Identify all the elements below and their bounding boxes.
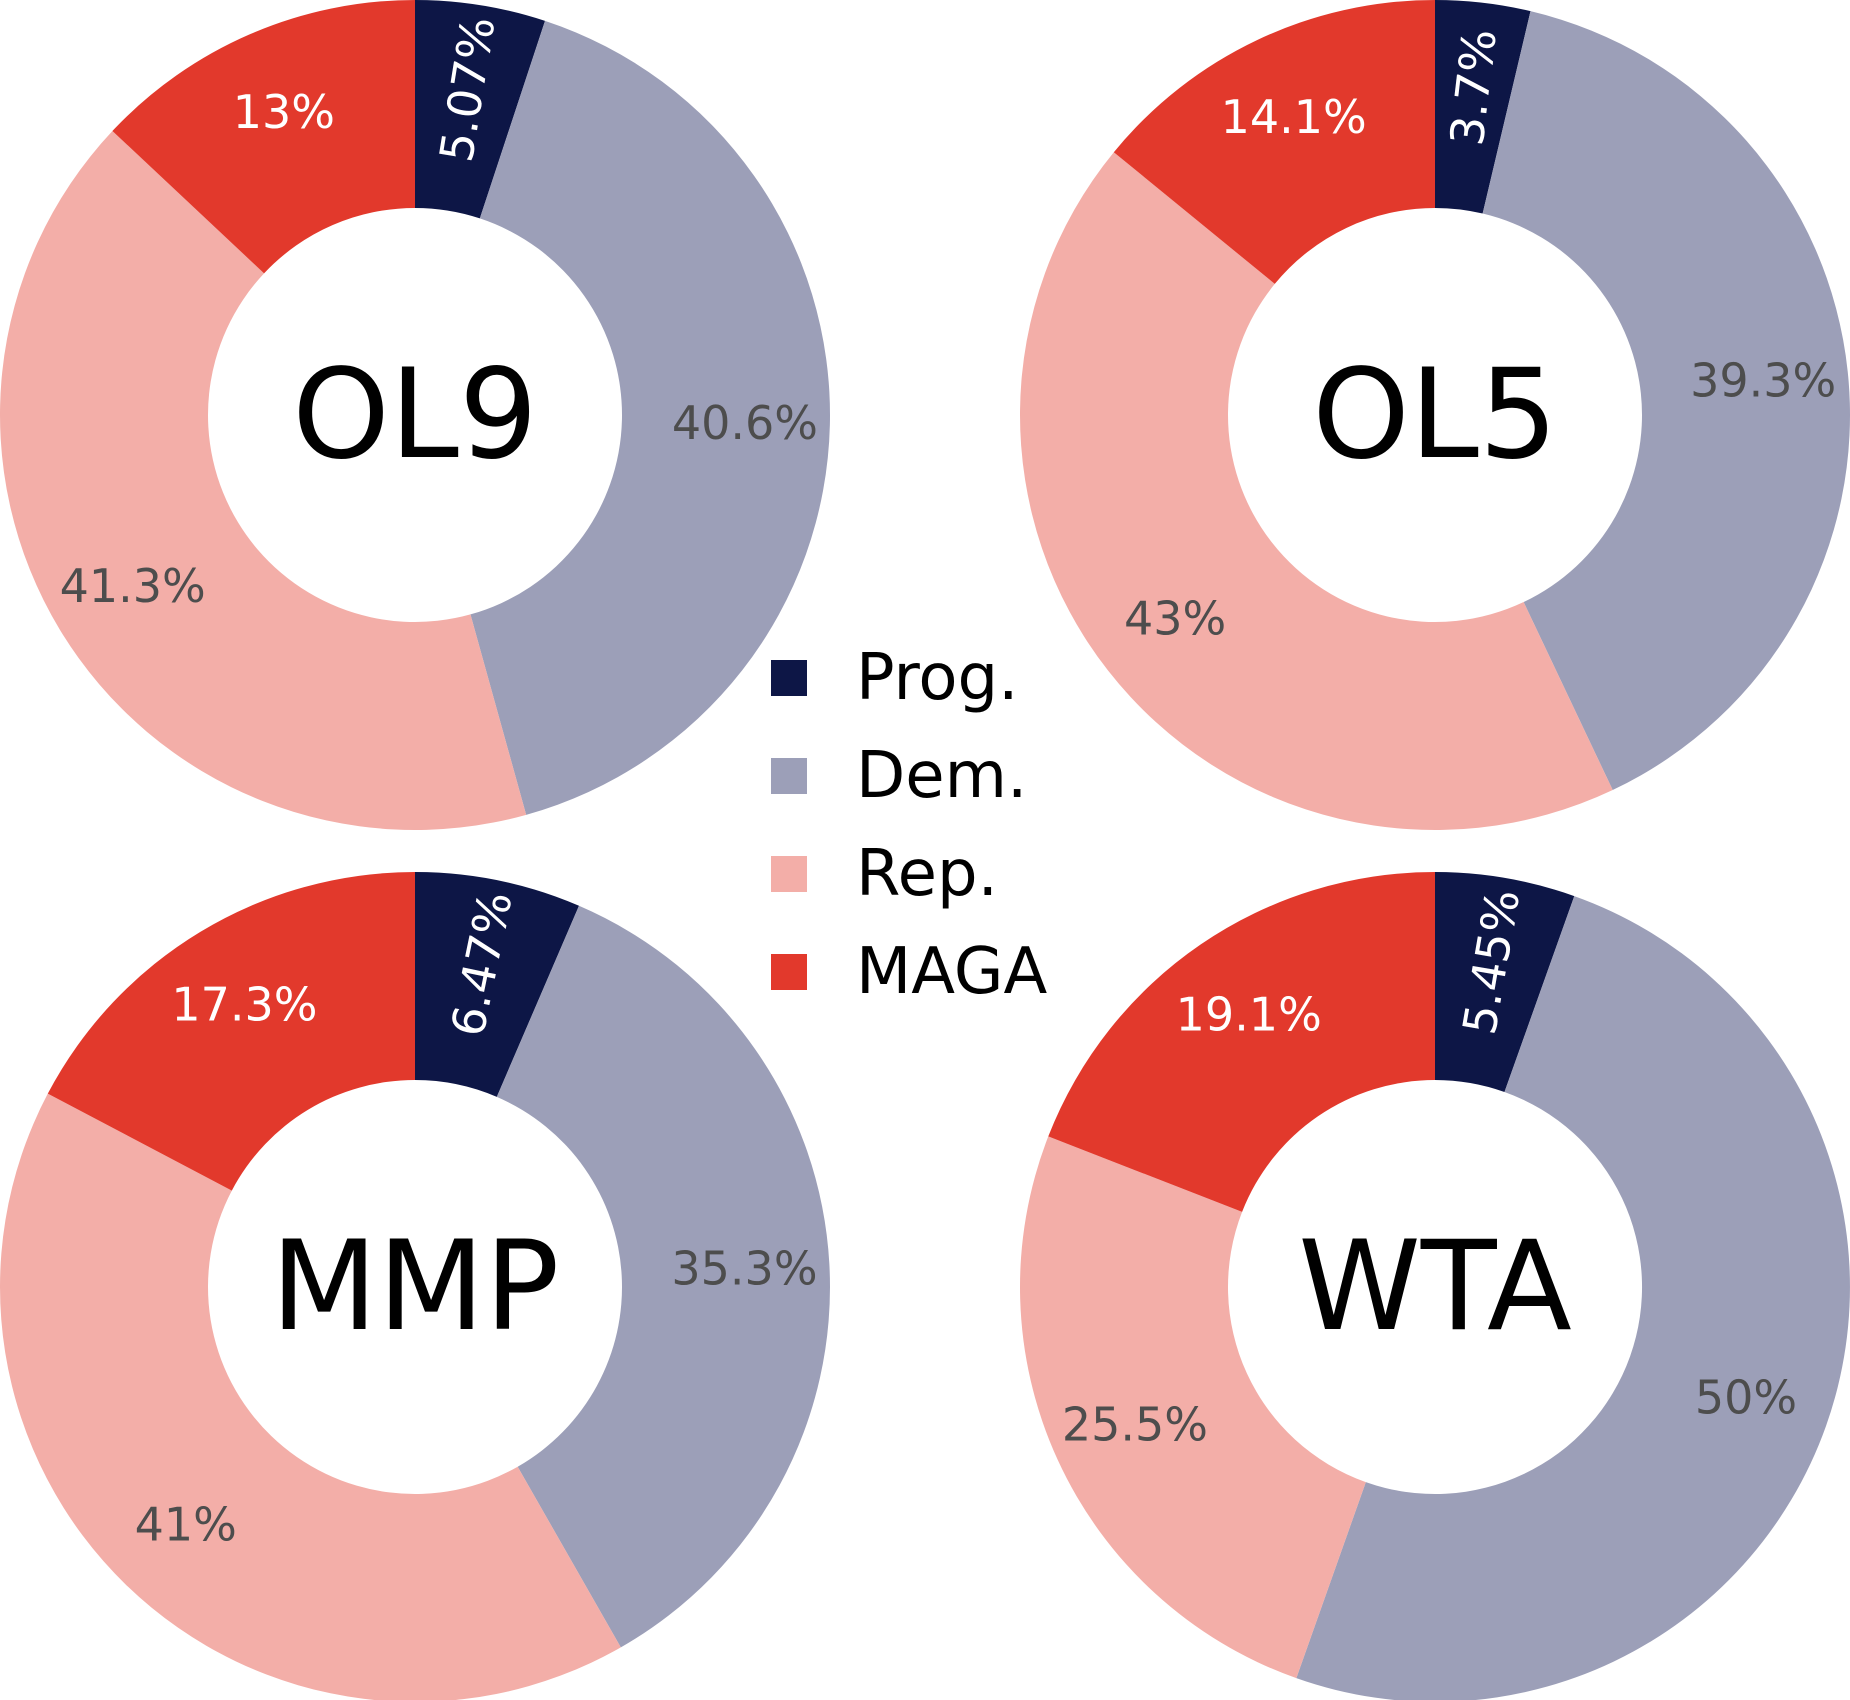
slice-ol5-rep [1019, 152, 1613, 831]
slice-ol9-rep [0, 130, 527, 830]
slice-label-mmp-rep: 41% [135, 1497, 237, 1551]
slice-label-ol5-rep: 43% [1124, 591, 1226, 645]
slice-mmp-maga [47, 872, 416, 1191]
slice-label-ol5-maga: 14.1% [1221, 90, 1367, 144]
slice-label-mmp-maga: 17.3% [171, 977, 317, 1031]
slice-label-wta-dem: 50% [1695, 1371, 1797, 1425]
slice-mmp-dem [496, 905, 830, 1648]
slice-ol5-prog [1435, 0, 1531, 214]
legend: Prog. Dem. Rep. MAGA [771, 641, 1047, 1009]
slice-wta-maga [1048, 872, 1435, 1212]
slice-label-ol9-maga: 13% [233, 85, 335, 139]
legend-swatch-dem [771, 758, 807, 794]
slice-label-ol5-prog: 3.7% [1440, 26, 1507, 148]
slice-label-ol5-dem: 39.3% [1690, 353, 1836, 407]
slice-label-ol9-rep: 41.3% [60, 559, 206, 613]
slice-label-ol9-dem: 40.6% [672, 396, 818, 450]
slice-wta-rep [1020, 1136, 1366, 1679]
legend-swatch-prog [771, 660, 807, 696]
slice-wta-dem [1296, 896, 1850, 1700]
slice-mmp-rep [0, 1093, 621, 1700]
center-label-ol9: OL9 [292, 343, 538, 487]
donut-mmp: 6.47%35.3%41%17.3%MMP [0, 872, 830, 1700]
center-label-ol5: OL5 [1312, 343, 1558, 487]
legend-label-rep: Rep. [856, 837, 998, 911]
donut-ol5: 3.7% 39.3% 43% 14.1% OL5 [1019, 0, 1850, 831]
slice-label-wta-maga: 19.1% [1176, 988, 1322, 1042]
slice-label-wta-rep: 25.5% [1062, 1397, 1208, 1451]
legend-label-maga: MAGA [856, 935, 1047, 1009]
slice-wta-prog [1435, 872, 1575, 1093]
slice-label-mmp-dem: 35.3% [671, 1241, 817, 1295]
slice-ol9-maga [112, 0, 416, 274]
slice-ol9-dem [470, 20, 831, 815]
center-label-mmp: MMP [271, 1215, 560, 1359]
legend-swatch-maga [771, 954, 807, 990]
center-label-wta: WTA [1298, 1215, 1572, 1359]
legend-label-dem: Dem. [856, 739, 1027, 813]
slice-mmp-prog [415, 872, 579, 1097]
legend-swatch-rep [771, 856, 807, 892]
legend-label-prog: Prog. [856, 641, 1019, 715]
slice-ol5-maga [1113, 0, 1435, 284]
slice-ol9-prog [415, 0, 546, 219]
donut-ol9: 5.07%40.6%41.3%13%OL9 [0, 0, 831, 830]
donut-wta: 5.45%50%25.5%19.1%WTA [1020, 872, 1850, 1700]
slice-ol5-dem [1482, 11, 1850, 791]
